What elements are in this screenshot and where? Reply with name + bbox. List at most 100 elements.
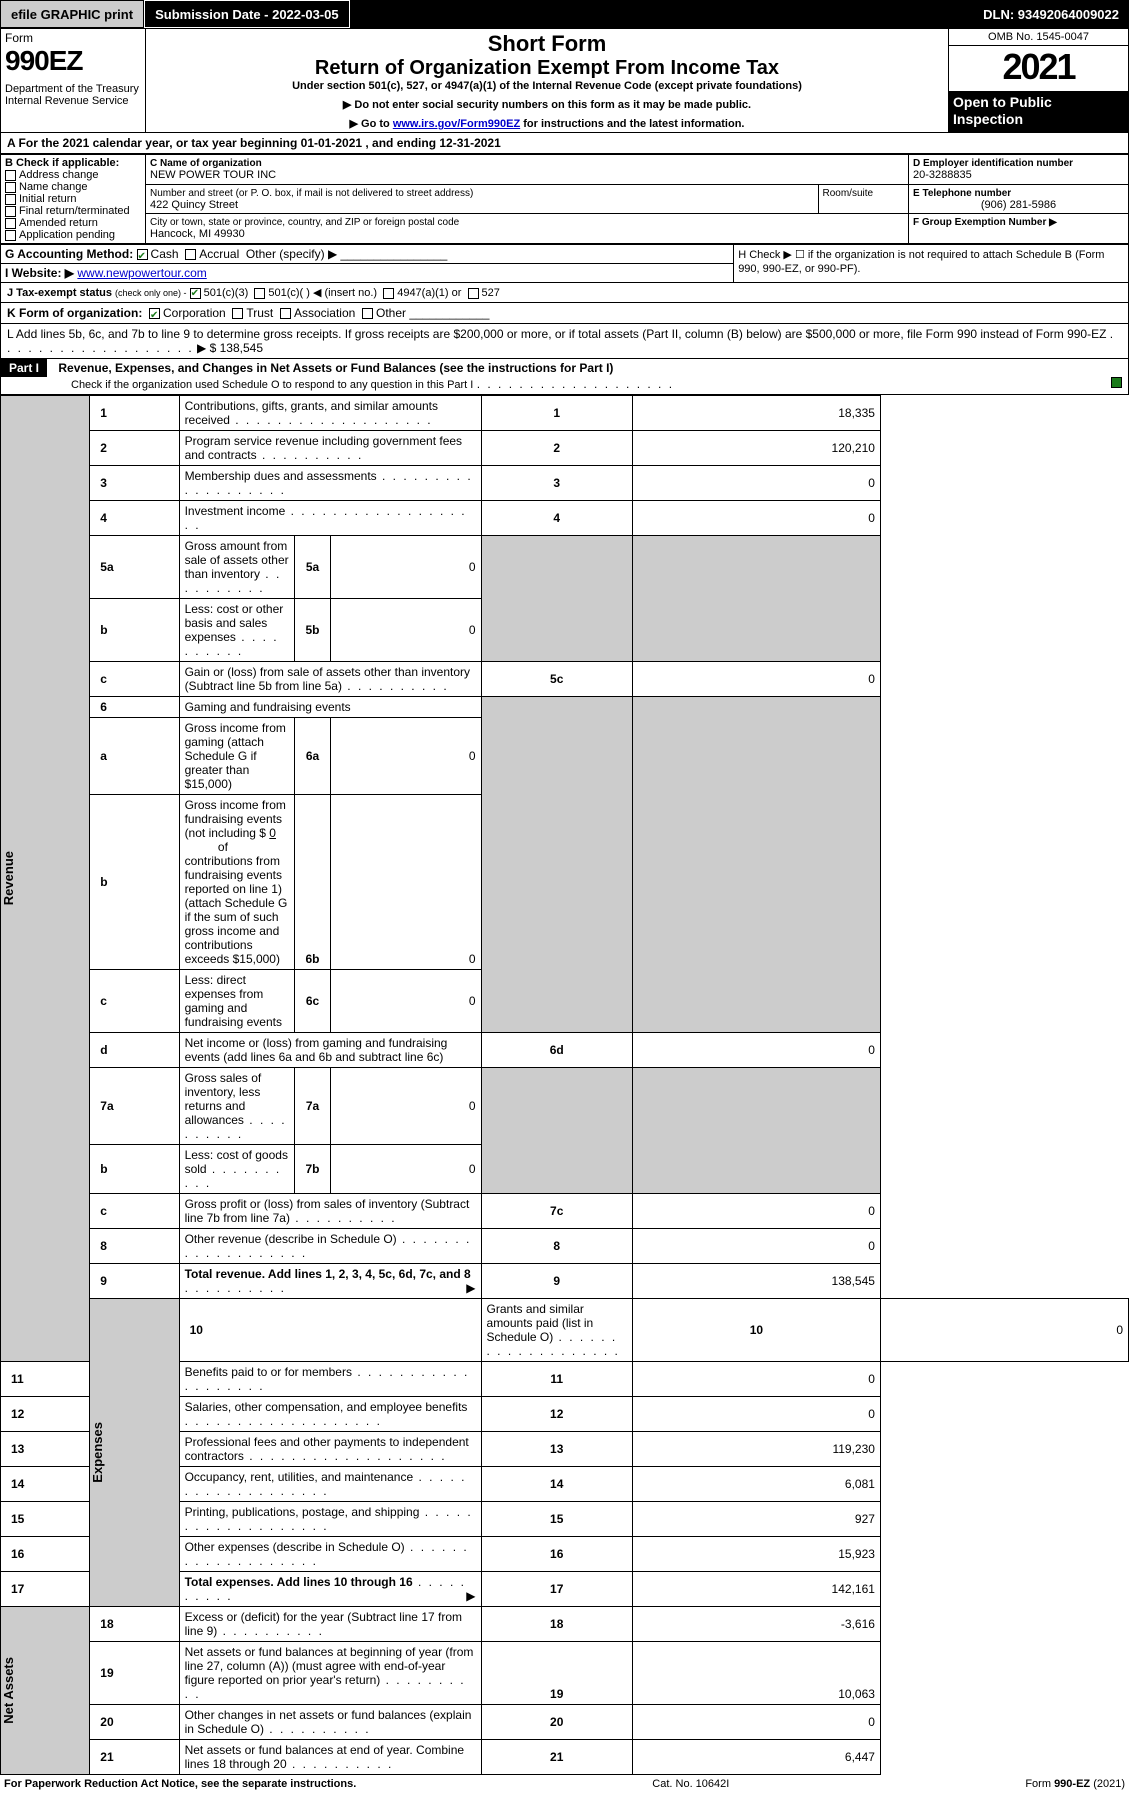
arrow-l: ▶ $ [197,341,220,355]
desc-6d: Net income or (loss) from gaming and fun… [179,1033,481,1068]
label-room: Room/suite [823,188,874,199]
sub-7a: 7a [295,1068,331,1144]
goto-suffix: for instructions and the latest informat… [520,118,744,130]
desc-19: Net assets or fund balances at beginning… [179,1642,481,1705]
box-19: 19 [481,1642,632,1705]
label-street: Number and street (or P. O. box, if mail… [150,188,473,199]
box-18: 18 [481,1607,632,1642]
subamt-7b: 0 [331,1145,481,1193]
box-c-name: C Name of organization NEW POWER TOUR IN… [146,155,909,185]
line-j: J Tax-exempt status (check only one) - 5… [0,283,1129,303]
line-h-text: H Check ▶ ☐ if the organization is not r… [738,249,1104,275]
lbl-corporation: Corporation [163,306,226,320]
desc-6b: Gross income from fundraising events (no… [180,795,295,969]
line-l-value: 138,545 [220,341,263,355]
shade-7b [632,1068,880,1194]
chk-cash[interactable] [137,249,148,260]
lbl-application-pending: Application pending [19,229,115,241]
line-h: H Check ▶ ☐ if the organization is not r… [734,245,1129,283]
chk-other-org[interactable] [362,308,373,319]
lbl-final-return: Final return/terminated [19,205,130,217]
chk-corporation[interactable] [149,308,160,319]
chk-4947[interactable] [383,288,394,299]
box-9: 9 [481,1264,632,1299]
desc-9: Total revenue. Add lines 1, 2, 3, 4, 5c,… [179,1264,481,1299]
row-3: 3 Membership dues and assessments 3 0 [1,466,1129,501]
box-b: B Check if applicable: Address change Na… [1,155,146,244]
return-title: Return of Organization Exempt From Incom… [150,57,944,80]
desc-12: Salaries, other compensation, and employ… [179,1397,481,1432]
form-header: Form 990EZ Department of the Treasury In… [0,28,1129,133]
amt-15: 927 [632,1502,880,1537]
lbl-501c: 501(c)( ) ◀ (insert no.) [268,287,377,299]
short-form-title: Short Form [150,31,944,57]
num-4: 4 [90,501,179,536]
chk-address-change[interactable] [5,170,16,181]
chk-final-return[interactable] [5,206,16,217]
num-7b: b [90,1145,179,1194]
chk-501c3[interactable] [190,288,201,299]
chk-accrual[interactable] [185,249,196,260]
website-link[interactable]: www.newpowertour.com [77,266,206,280]
desc-6: Gaming and fundraising events [179,697,481,718]
lbl-address-change: Address change [19,169,99,181]
num-21: 21 [90,1740,179,1775]
line-a: A For the 2021 calendar year, or tax yea… [0,133,1129,154]
footer-left: For Paperwork Reduction Act Notice, see … [4,1778,356,1790]
box-5c: 5c [481,662,632,697]
num-17: 17 [1,1572,90,1607]
amt-5c: 0 [632,662,880,697]
top-bar: efile GRAPHIC print Submission Date - 20… [0,0,1129,28]
desc-5b: Less: cost or other basis and sales expe… [180,599,295,661]
box-4: 4 [481,501,632,536]
desc-2: Program service revenue including govern… [179,431,481,466]
chk-name-change[interactable] [5,182,16,193]
chk-application-pending[interactable] [5,230,16,241]
subamt-7a: 0 [331,1068,481,1144]
label-ein: D Employer identification number [913,158,1073,169]
lbl-4947: 4947(a)(1) or [397,287,461,299]
desc-5a: Gross amount from sale of assets other t… [180,536,295,598]
form-right-cell: OMB No. 1545-0047 2021 [949,29,1129,92]
chk-initial-return[interactable] [5,194,16,205]
chk-schedule-o[interactable] [1111,377,1122,388]
box-12: 12 [481,1397,632,1432]
amt-14: 6,081 [632,1467,880,1502]
omb-number: OMB No. 1545-0047 [949,29,1128,46]
sub-5a: 5a [295,536,331,598]
sub-6c: 6c [295,970,331,1032]
chk-527[interactable] [468,288,479,299]
goto-line: ▶ Go to www.irs.gov/Form990EZ for instru… [150,117,944,130]
chk-trust[interactable] [232,308,243,319]
desc-11: Benefits paid to or for members [179,1362,481,1397]
box-15: 15 [481,1502,632,1537]
amt-4: 0 [632,501,880,536]
label-form-org: K Form of organization: [7,306,142,320]
num-7c: c [90,1194,179,1229]
chk-501c[interactable] [254,288,265,299]
num-7a: 7a [90,1068,179,1145]
row-18: Net Assets 18 Excess or (deficit) for th… [1,1607,1129,1642]
num-16: 16 [1,1537,90,1572]
efile-print-button[interactable]: efile GRAPHIC print [0,0,144,28]
lbl-name-change: Name change [19,181,88,193]
page-footer: For Paperwork Reduction Act Notice, see … [0,1775,1129,1793]
num-11: 11 [1,1362,90,1397]
row-10: Expenses 10 Grants and similar amounts p… [1,1299,1129,1362]
num-6b: b [90,795,179,970]
desc-3: Membership dues and assessments [179,466,481,501]
box-21: 21 [481,1740,632,1775]
irs-link[interactable]: www.irs.gov/Form990EZ [393,118,520,130]
box-8: 8 [481,1229,632,1264]
row-9: 9 Total revenue. Add lines 1, 2, 3, 4, 5… [1,1264,1129,1299]
num-9: 9 [90,1264,179,1299]
row-2: 2 Program service revenue including gove… [1,431,1129,466]
box-14: 14 [481,1467,632,1502]
num-8: 8 [90,1229,179,1264]
amt-2: 120,210 [632,431,880,466]
chk-association[interactable] [280,308,291,319]
desc-1: Contributions, gifts, grants, and simila… [179,396,481,431]
chk-amended-return[interactable] [5,218,16,229]
lbl-501c3: 501(c)(3) [204,287,249,299]
box-16: 16 [481,1537,632,1572]
